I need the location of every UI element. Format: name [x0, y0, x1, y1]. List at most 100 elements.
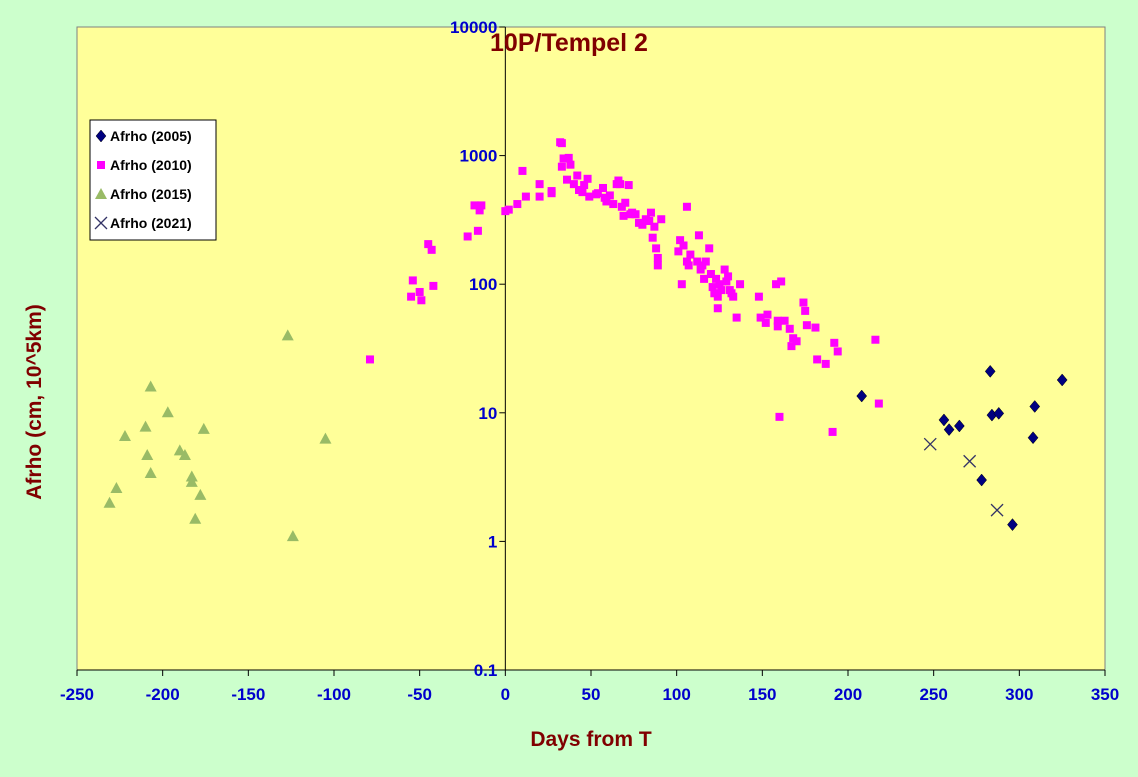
data-point	[616, 180, 625, 189]
legend-label: Afrho (2010)	[110, 157, 192, 173]
data-point	[583, 174, 592, 183]
data-point	[648, 233, 657, 242]
data-point	[189, 512, 202, 524]
data-point	[684, 261, 693, 270]
data-point	[763, 310, 772, 319]
y-axis-title: Afrho (cm, 10^5km)	[23, 304, 46, 499]
data-point	[1027, 431, 1039, 445]
legend-item: Afrho (2015)	[95, 186, 192, 202]
data-point	[677, 280, 686, 289]
data-point	[686, 250, 695, 259]
data-point	[773, 316, 782, 325]
data-point	[871, 335, 880, 344]
data-point	[118, 430, 131, 442]
data-point	[993, 406, 1005, 420]
data-point	[161, 406, 174, 418]
x-tick-label: 0	[501, 685, 510, 704]
data-point	[173, 444, 186, 456]
data-point	[724, 272, 733, 281]
data-point	[547, 187, 556, 196]
data-point	[557, 162, 566, 171]
data-point	[638, 220, 647, 229]
data-point	[775, 412, 784, 421]
data-point	[585, 192, 594, 201]
data-point	[720, 265, 729, 274]
data-point	[693, 257, 702, 266]
data-point	[984, 364, 996, 378]
data-point	[631, 210, 640, 219]
series-2005	[856, 364, 1068, 532]
data-point	[504, 205, 513, 214]
data-point	[427, 245, 436, 254]
data-point	[777, 277, 786, 286]
data-point	[792, 337, 801, 346]
data-point	[833, 347, 842, 356]
data-point	[811, 323, 820, 332]
data-point	[653, 261, 662, 270]
data-point	[732, 313, 741, 322]
data-point	[657, 215, 666, 224]
data-point	[617, 202, 626, 211]
data-point	[676, 236, 685, 245]
data-point	[535, 180, 544, 189]
data-point	[828, 427, 837, 436]
legend-label: Afrho (2021)	[110, 215, 192, 231]
data-point	[679, 241, 688, 250]
series-2015	[103, 329, 332, 542]
x-tick-label: -150	[231, 685, 265, 704]
data-point	[566, 160, 575, 169]
data-point	[976, 473, 987, 487]
legend-marker	[94, 216, 108, 230]
legend-marker	[97, 161, 105, 169]
legend-item: Afrho (2005)	[95, 128, 192, 144]
data-point	[799, 298, 808, 307]
data-point	[821, 359, 830, 368]
data-point	[473, 226, 482, 235]
data-point	[557, 139, 566, 148]
data-point	[780, 316, 789, 325]
x-tick-label: 50	[582, 685, 601, 704]
data-point	[761, 318, 770, 327]
data-point	[144, 467, 157, 479]
data-point	[573, 171, 582, 180]
data-point	[653, 253, 662, 262]
data-point	[518, 166, 527, 175]
data-point	[429, 281, 438, 290]
data-point	[773, 322, 782, 331]
data-point	[563, 175, 572, 184]
data-point	[564, 153, 573, 162]
data-point	[110, 482, 123, 494]
x-tick-label: 350	[1091, 685, 1119, 704]
data-point	[674, 247, 683, 256]
data-point	[580, 181, 589, 190]
data-point	[593, 189, 602, 198]
data-points	[103, 138, 1068, 542]
y-tick-label: 100	[469, 275, 497, 294]
data-point	[705, 244, 714, 253]
data-point	[141, 448, 154, 460]
x-tick-label: -250	[60, 685, 94, 704]
data-point	[646, 208, 655, 217]
data-point	[598, 183, 607, 192]
data-point	[415, 287, 424, 296]
legend-item: Afrho (2021)	[94, 215, 192, 231]
tick-labels: -250 -200 -150 -100 -50 0 50 100 150 200 250 300 350…	[60, 18, 1119, 704]
data-point	[365, 355, 374, 364]
data-point	[197, 422, 210, 434]
data-point	[286, 530, 299, 542]
data-point	[954, 419, 965, 433]
data-point	[463, 232, 472, 241]
data-point	[785, 324, 794, 333]
data-point	[605, 191, 614, 200]
series-2021	[923, 437, 1004, 517]
x-tick-label: -100	[317, 685, 351, 704]
data-point	[943, 423, 955, 437]
data-point	[470, 201, 479, 210]
data-point	[722, 277, 731, 286]
y-tick-label: 1	[488, 532, 497, 551]
data-point	[521, 192, 530, 201]
data-point	[701, 257, 710, 266]
legend-label: Afrho (2005)	[110, 128, 192, 144]
data-point	[1007, 518, 1018, 532]
data-point	[624, 181, 633, 190]
